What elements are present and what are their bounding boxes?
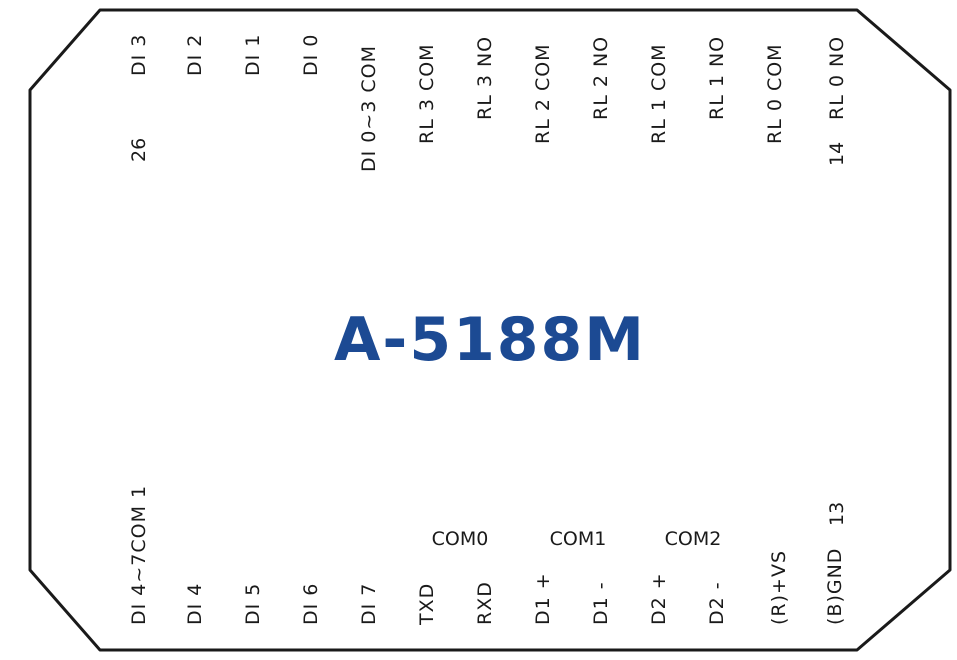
port-group-com0: COM0 bbox=[431, 528, 489, 550]
port-group-com2: COM2 bbox=[664, 528, 722, 550]
port-group-com1: COM1 bbox=[549, 528, 607, 550]
model-name: A-5188M bbox=[333, 305, 647, 375]
